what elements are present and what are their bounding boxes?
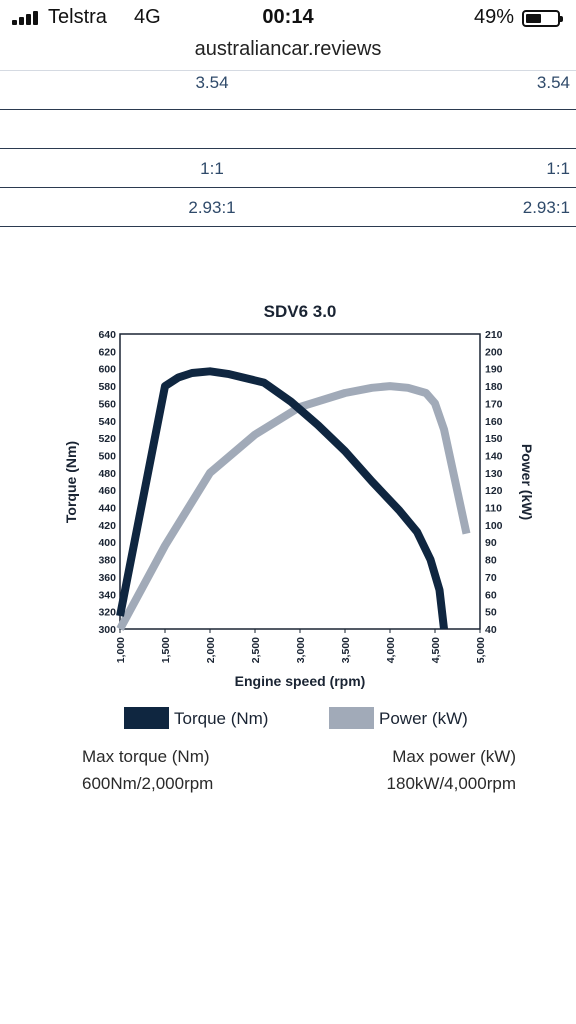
y-left-tick-label: 520 [98,433,116,445]
network-type: 4G [134,6,161,28]
table-cell: 2.93:1 [522,198,570,217]
y-right-tick-label: 210 [485,329,503,341]
table-row: 3.54 3.54 [0,70,576,110]
y-right-tick-label: 60 [485,589,497,601]
y-right-tick-label: 100 [485,520,503,532]
y-left-tick-label: 640 [98,329,116,341]
series-layer [116,367,471,631]
y-right-tick-label: 50 [485,607,497,619]
x-tick-label: 1,000 [115,637,127,663]
y-left-tick-label: 380 [98,555,116,567]
torque-series-line [116,367,448,630]
max-power-value: 180kW/4,000rpm [387,774,516,793]
y-right-tick-label: 160 [485,416,503,428]
y-left-tick-label: 300 [98,624,116,636]
spec-table: 3.54 3.54 1:1 1:1 2.93:1 2.93:1 [0,70,576,227]
x-axis-ticks: 1,000 1,500 2,000 2,500 3,000 3,500 4,000 4,500… [115,629,487,663]
y-right-tick-label: 130 [485,468,503,480]
y-right-tick-label: 80 [485,555,497,567]
table-cell: 3.54 [195,73,229,92]
x-tick-label: 4,500 [430,637,442,663]
y-right-tick-label: 110 [485,503,502,515]
y-left-tick-label: 400 [98,537,116,549]
table-row [0,110,576,149]
battery-icon [522,10,563,27]
y-right-tick-label: 90 [485,537,497,549]
max-torque-label: Max torque (Nm) [82,747,210,766]
y-right-tick-label: 40 [485,624,497,636]
y-left-tick-label: 360 [98,572,116,584]
legend-label-torque: Torque (Nm) [174,709,268,728]
carrier-name: Telstra [48,6,107,28]
y-axis-right-label: Power (kW) [519,444,535,520]
max-torque-value: 600Nm/2,000rpm [82,774,213,793]
x-tick-label: 2,000 [205,637,217,663]
right-axis-ticks: 210 200 190 180 170 160 150 140 130 120 110 100 90 80… [485,329,503,636]
y-right-tick-label: 180 [485,381,503,393]
chart-title: SDV6 3.0 [264,302,337,321]
y-left-tick-label: 320 [98,607,116,619]
y-right-tick-label: 140 [485,450,503,462]
y-left-tick-label: 420 [98,520,116,532]
battery-percentage: 49% [473,6,514,28]
y-left-tick-label: 600 [98,364,116,376]
left-axis-ticks: 640 620 600 580 560 540 520 500 480 460 440 420 400 3… [98,329,116,636]
engine-performance-chart: SDV6 3.0 640 620 600 580 560 540 520 500 480 460 4… [63,302,535,793]
y-left-tick-label: 460 [98,485,116,497]
y-left-tick-label: 340 [98,589,116,601]
x-tick-label: 2,500 [250,637,262,663]
y-right-tick-label: 120 [485,485,503,497]
table-row: 2.93:1 2.93:1 [0,188,576,227]
table-cell: 1:1 [200,159,224,178]
y-left-tick-label: 620 [98,346,116,358]
y-left-tick-label: 480 [98,468,116,480]
table-cell: 1:1 [546,159,570,178]
legend-swatch-torque [124,707,169,729]
y-left-tick-label: 560 [98,398,116,410]
y-left-tick-label: 580 [98,381,116,393]
max-power-label: Max power (kW) [392,747,516,766]
x-tick-label: 5,000 [475,637,487,663]
x-tick-label: 1,500 [160,637,172,663]
status-time: 00:14 [262,6,314,28]
x-tick-label: 3,500 [340,637,352,663]
y-left-tick-label: 440 [98,503,116,515]
x-axis-label: Engine speed (rpm) [235,673,366,689]
table-cell: 3.54 [536,73,570,92]
status-bar: Telstra 4G 00:14 49% [0,0,576,36]
y-right-tick-label: 70 [485,572,497,584]
y-right-tick-label: 190 [485,364,503,376]
power-series-line [116,382,471,631]
y-left-tick-label: 540 [98,416,116,428]
signal-strength-icon [12,9,44,25]
legend-label-power: Power (kW) [379,709,468,728]
y-right-tick-label: 150 [485,433,503,445]
x-tick-label: 4,000 [385,637,397,663]
y-left-tick-label: 500 [98,450,116,462]
y-axis-left-label: Torque (Nm) [63,441,79,523]
x-tick-label: 3,000 [295,637,307,663]
table-row: 1:1 1:1 [0,149,576,188]
y-right-tick-label: 200 [485,346,503,358]
y-right-tick-label: 170 [485,398,503,410]
address-bar[interactable]: australiancar.reviews [194,38,382,60]
legend-swatch-power [329,707,374,729]
table-cell: 2.93:1 [188,198,236,217]
